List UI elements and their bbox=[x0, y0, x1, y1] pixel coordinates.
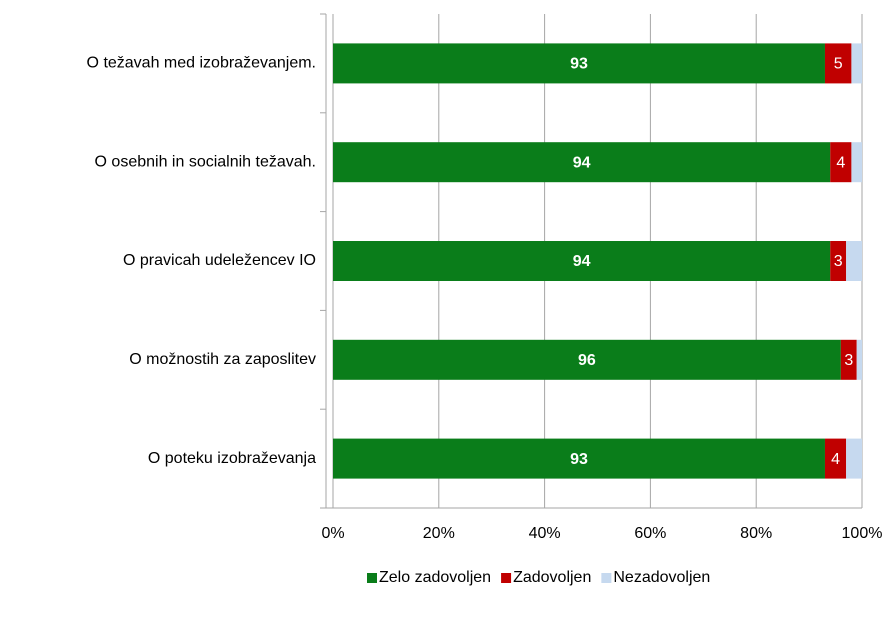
bar-segment bbox=[851, 43, 862, 84]
data-label: 5 bbox=[834, 56, 843, 73]
x-tick-label: 100% bbox=[842, 525, 883, 542]
bar-segment bbox=[333, 339, 841, 380]
bar-segment bbox=[333, 142, 831, 183]
x-tick-label: 80% bbox=[740, 525, 772, 542]
data-label: 93 bbox=[570, 56, 588, 73]
legend-swatch bbox=[501, 573, 512, 583]
y-tick-label: O osebnih in socialnih težavah. bbox=[95, 153, 316, 170]
legend-label: Zadovoljen bbox=[513, 569, 591, 586]
bar-segment bbox=[856, 339, 862, 380]
data-label: 94 bbox=[573, 154, 591, 171]
data-label: 3 bbox=[844, 352, 853, 369]
bar-segment bbox=[840, 339, 857, 380]
bar-segment bbox=[851, 142, 862, 183]
bar-segment bbox=[333, 241, 831, 281]
legend-label: Nezadovoljen bbox=[613, 569, 710, 586]
bar-segment bbox=[824, 43, 852, 84]
data-label: 93 bbox=[570, 451, 588, 468]
data-label: 3 bbox=[834, 253, 843, 270]
y-tick-label: O poteku izobraževanja bbox=[148, 450, 316, 467]
y-tick-label: O težavah med izobraževanjem. bbox=[87, 55, 316, 72]
legend-swatch bbox=[601, 573, 612, 583]
data-label: 94 bbox=[573, 253, 591, 270]
bar-segment bbox=[830, 241, 847, 281]
x-tick-label: 60% bbox=[634, 525, 666, 542]
y-tick-label: O pravicah udeležencev IO bbox=[123, 252, 316, 269]
bar-segment bbox=[333, 438, 825, 479]
x-tick-label: 20% bbox=[423, 525, 455, 542]
x-tick-label: 0% bbox=[321, 525, 344, 542]
data-label: 96 bbox=[578, 352, 596, 369]
bar-segment bbox=[846, 438, 862, 479]
x-tick-label: 40% bbox=[529, 525, 561, 542]
bar-segment bbox=[333, 43, 825, 84]
bar-segment bbox=[846, 241, 862, 281]
bar-segment bbox=[830, 142, 852, 183]
legend-label: Zelo zadovoljen bbox=[379, 569, 491, 586]
y-tick-label: O možnostih za zaposlitev bbox=[129, 351, 316, 368]
legend-swatch bbox=[367, 573, 377, 583]
data-label: 4 bbox=[831, 451, 840, 468]
bar-segment bbox=[824, 438, 847, 479]
data-label: 4 bbox=[836, 154, 845, 171]
